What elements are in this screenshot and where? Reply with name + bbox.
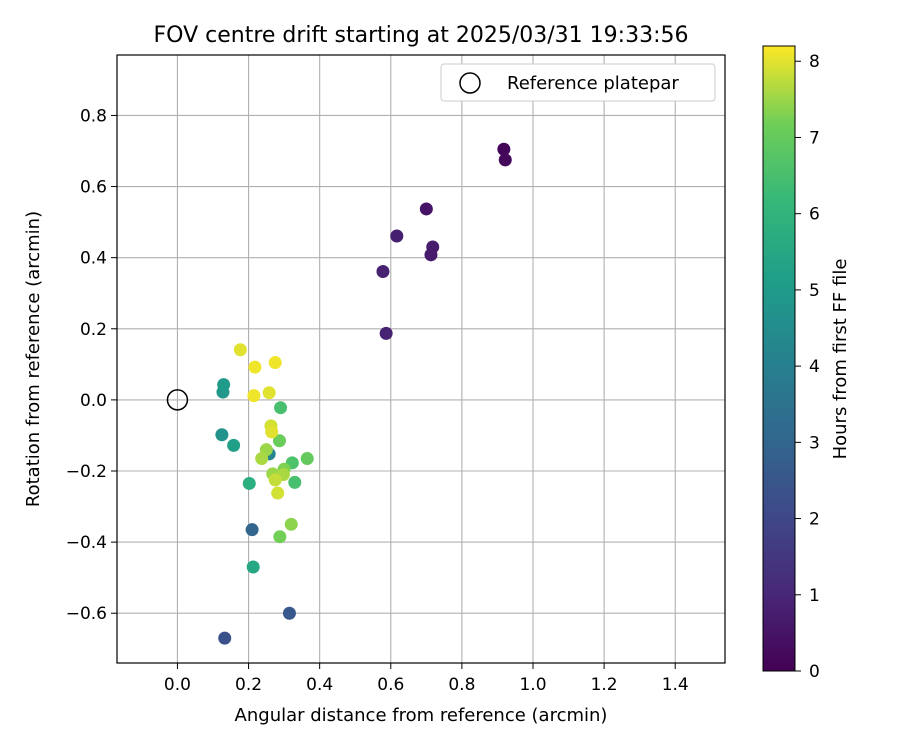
colorbar-tick-label: 7 xyxy=(809,128,820,148)
data-point xyxy=(248,360,262,374)
data-point xyxy=(273,530,287,544)
x-axis-label: Angular distance from reference (arcmin) xyxy=(235,705,608,726)
data-point xyxy=(379,326,393,340)
x-tick-label: 0.8 xyxy=(448,675,475,695)
x-tick-label: 1.2 xyxy=(591,675,618,695)
data-point xyxy=(498,153,512,167)
chart-title: FOV centre drift starting at 2025/03/31 … xyxy=(154,23,689,48)
data-point xyxy=(268,473,282,487)
colorbar-tick-label: 1 xyxy=(809,586,820,606)
data-point xyxy=(246,560,260,574)
data-point xyxy=(245,523,259,537)
y-tick-label: −0.2 xyxy=(66,462,107,482)
x-tick-label: 1.4 xyxy=(662,675,689,695)
x-axis-ticks: 0.0 0.2 0.4 0.6 0.8 1.0 1.2 1.4 xyxy=(164,663,689,695)
colorbar-tick-label: 6 xyxy=(809,205,820,225)
data-point xyxy=(215,428,229,442)
data-point xyxy=(217,378,231,392)
data-point xyxy=(265,425,279,439)
data-point xyxy=(255,452,269,466)
data-point xyxy=(497,142,511,156)
data-point xyxy=(376,265,390,279)
data-point xyxy=(218,631,232,645)
data-point xyxy=(272,434,286,448)
x-tick-label: 0.2 xyxy=(235,675,262,695)
data-point xyxy=(282,606,296,620)
legend-label: Reference platepar xyxy=(507,73,679,94)
y-tick-label: −0.4 xyxy=(66,533,107,553)
plot-frame xyxy=(116,54,726,664)
data-point xyxy=(242,476,256,490)
colorbar-tick-label: 2 xyxy=(809,510,820,530)
data-point xyxy=(262,386,276,400)
y-tick-label: 0.2 xyxy=(80,320,107,340)
y-axis-ticks: −0.6 −0.4 −0.2 0.0 0.2 0.4 0.6 0.8 xyxy=(66,106,117,624)
x-tick-label: 1.0 xyxy=(519,675,546,695)
reference-point-marker xyxy=(166,389,189,411)
colorbar-tick-label: 8 xyxy=(809,52,820,72)
data-point xyxy=(419,202,433,216)
colorbar-ticks: 0 1 2 3 4 5 6 7 8 xyxy=(795,52,820,682)
data-point xyxy=(424,248,438,262)
data-point xyxy=(271,486,285,500)
legend-box xyxy=(440,63,716,102)
y-tick-label: −0.6 xyxy=(66,604,107,624)
grid xyxy=(117,55,725,663)
colorbar-gradient xyxy=(762,45,796,672)
x-tick-label: 0.4 xyxy=(306,675,333,695)
colorbar-tick-label: 0 xyxy=(809,662,820,682)
colorbar-tick-label: 4 xyxy=(809,357,820,377)
data-point xyxy=(227,438,241,452)
x-tick-label: 0.0 xyxy=(164,675,191,695)
y-tick-label: 0.6 xyxy=(80,178,107,198)
data-point xyxy=(390,229,404,243)
y-tick-label: 0.0 xyxy=(80,391,107,411)
data-point xyxy=(288,475,302,489)
data-point xyxy=(274,401,288,415)
colorbar-tick-label: 5 xyxy=(809,281,820,301)
x-tick-label: 0.6 xyxy=(377,675,404,695)
colorbar: 0 1 2 3 4 5 6 7 8 Hours from first FF file xyxy=(762,45,851,682)
data-point xyxy=(233,343,247,357)
data-points xyxy=(215,142,512,645)
y-axis-label: Rotation from reference (arcmin) xyxy=(23,211,44,507)
colorbar-tick-label: 3 xyxy=(809,433,820,453)
y-tick-label: 0.8 xyxy=(80,106,107,126)
data-point xyxy=(247,389,261,403)
y-tick-label: 0.4 xyxy=(80,249,107,269)
data-point xyxy=(268,356,282,370)
colorbar-label: Hours from first FF file xyxy=(830,259,851,460)
legend-marker-icon xyxy=(459,72,481,94)
legend: Reference platepar xyxy=(440,63,716,102)
data-point xyxy=(284,517,298,531)
data-point xyxy=(300,452,314,466)
